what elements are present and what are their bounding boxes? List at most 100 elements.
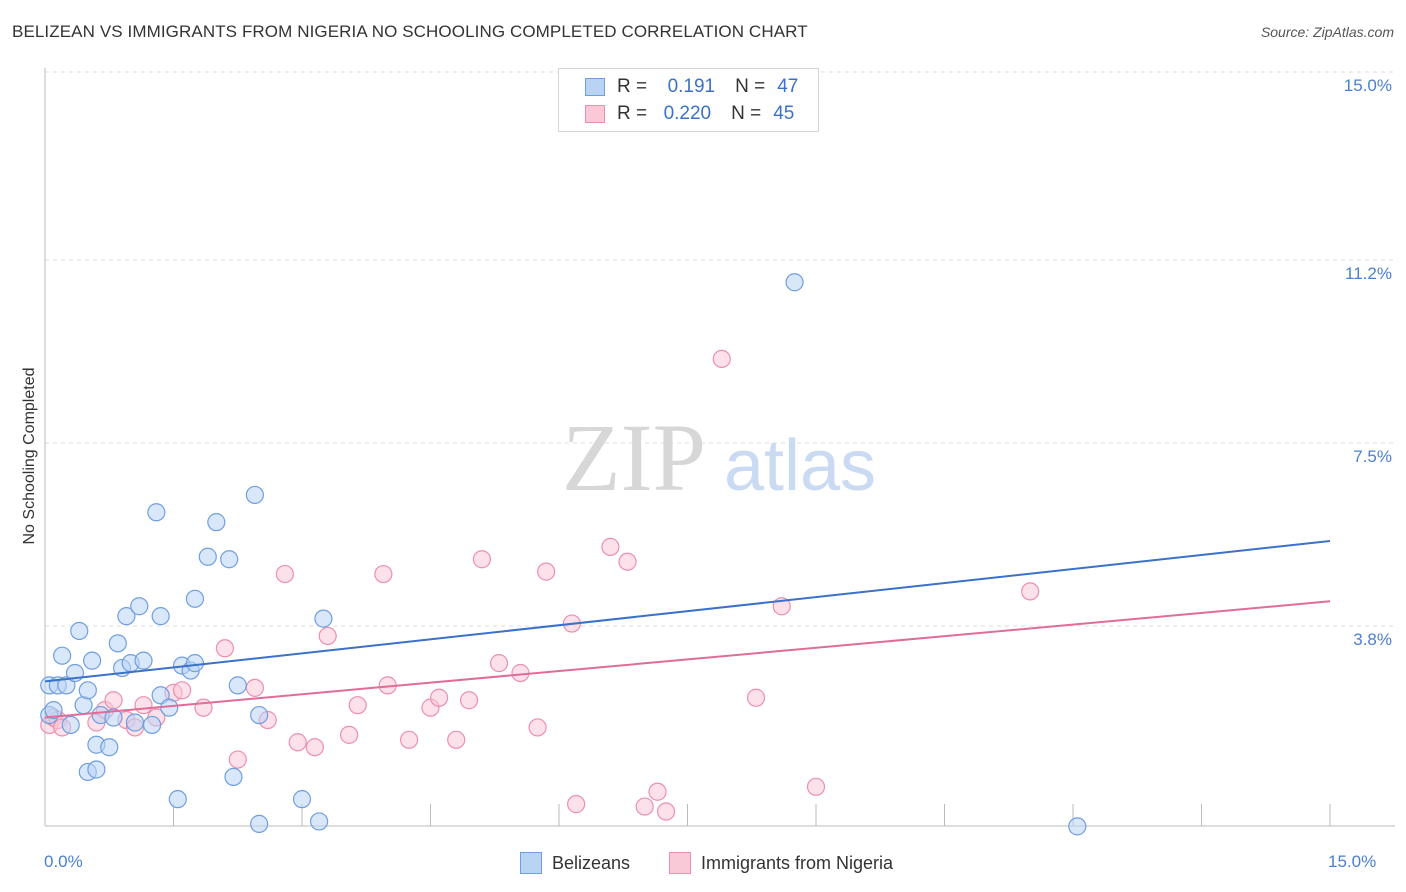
- nigeria-point: [601, 537, 620, 556]
- nigeria-point: [305, 738, 324, 757]
- nigeria-point: [288, 733, 307, 752]
- nigeria-point: [275, 564, 294, 584]
- bottom-legend-belizean: Belizeans: [520, 852, 630, 874]
- nigeria-point: [228, 750, 247, 769]
- nigeria-point: [245, 678, 264, 697]
- belizean-point: [117, 607, 136, 626]
- legend: R = 0.191 N = 47 R = 0.220 N = 45: [558, 68, 819, 132]
- nigeria-point: [1021, 582, 1040, 601]
- legend-n-value: 45: [773, 103, 795, 124]
- belizean-point: [310, 812, 329, 831]
- series-belizean-points: [40, 273, 1087, 836]
- belizean-point: [142, 715, 162, 735]
- belizean-point: [44, 701, 63, 720]
- watermark-zip: ZIP: [562, 404, 706, 511]
- trend-lines: [44, 539, 1331, 719]
- nigeria-point: [528, 718, 547, 737]
- nigeria-point: [489, 654, 509, 673]
- nigeria-point: [806, 777, 826, 796]
- nigeria-point: [712, 349, 731, 369]
- belizean-point: [151, 607, 170, 626]
- y-tick-label: 3.8%: [1353, 630, 1392, 650]
- belizean-point: [224, 767, 243, 787]
- nigeria-point: [374, 564, 393, 584]
- x-tick-min: 0.0%: [44, 852, 83, 871]
- legend-r-value: 0.191: [667, 76, 716, 97]
- nigeria-point: [340, 725, 359, 744]
- nigeria-point: [104, 691, 123, 710]
- belizean-point: [250, 705, 269, 725]
- legend-n-label: N =: [735, 76, 766, 97]
- belizean-point: [151, 686, 170, 705]
- source-label: Source: ZipAtlas.com: [1260, 24, 1394, 40]
- belizean-point: [1068, 817, 1087, 836]
- legend-n-label: N =: [731, 103, 762, 124]
- belizean-point: [70, 621, 89, 641]
- legend-r-value: 0.220: [663, 103, 712, 124]
- belizean-point: [83, 651, 102, 670]
- belizean-point: [130, 597, 149, 616]
- nigeria-point: [447, 730, 466, 749]
- belizean-point: [104, 708, 123, 727]
- nigeria-point: [537, 562, 556, 581]
- belizean-point: [147, 503, 166, 522]
- y-tick-label: 15.0%: [1343, 76, 1392, 95]
- belizean-point: [61, 715, 80, 735]
- nigeria-point: [635, 797, 654, 816]
- belizean-point: [185, 589, 205, 608]
- gridlines: [45, 71, 1395, 627]
- series-nigeria-points: [40, 349, 1040, 821]
- bottom-legend-nigeria: Immigrants from Nigeria: [669, 852, 893, 874]
- belizean-point: [78, 681, 97, 700]
- belizean-swatch: [585, 78, 605, 96]
- belizean-point: [185, 654, 205, 673]
- belizean-legend-swatch: [520, 852, 542, 874]
- axes: [44, 68, 1395, 827]
- belizean-trend-line: [44, 539, 1331, 683]
- legend-n-value: 47: [777, 76, 799, 97]
- chart-title: BELIZEAN VS IMMIGRANTS FROM NIGERIA NO S…: [12, 22, 808, 41]
- belizean-legend-label: Belizeans: [552, 852, 631, 873]
- belizean-point: [134, 651, 153, 670]
- belizean-point: [245, 485, 264, 505]
- nigeria-point: [134, 696, 153, 715]
- nigeria-point: [618, 552, 637, 571]
- nigeria-point: [429, 688, 449, 707]
- nigeria-point: [472, 550, 491, 569]
- belizean-point: [785, 273, 804, 292]
- y-tick-label: 11.2%: [1345, 263, 1392, 283]
- belizean-point: [125, 713, 145, 732]
- belizean-point: [250, 814, 269, 833]
- nigeria-point: [215, 639, 234, 658]
- nigeria-point: [399, 730, 419, 749]
- nigeria-point: [648, 782, 667, 801]
- nigeria-trend-line: [44, 600, 1331, 719]
- watermark-atlas: atlas: [724, 426, 876, 506]
- belizean-point: [87, 760, 106, 779]
- y-tick-label: 7.5%: [1353, 447, 1392, 466]
- nigeria-point: [746, 688, 766, 707]
- legend-row-nigeria: R = 0.220 N = 45: [585, 102, 794, 126]
- belizean-point: [168, 790, 187, 809]
- belizean-point: [220, 550, 239, 569]
- nigeria-point: [459, 691, 479, 710]
- legend-r-label: R =: [617, 76, 648, 97]
- nigeria-legend-swatch: [669, 852, 691, 874]
- legend-r-label: R =: [617, 103, 648, 124]
- nigeria-point: [172, 681, 192, 700]
- belizean-point: [314, 609, 333, 628]
- belizean-point: [57, 676, 76, 695]
- nigeria-point: [567, 795, 586, 814]
- belizean-point: [292, 790, 312, 809]
- nigeria-point: [656, 802, 676, 821]
- legend-row-belizean: R = 0.191 N = 47: [585, 75, 798, 99]
- belizean-point: [100, 738, 119, 757]
- belizean-point: [207, 513, 226, 532]
- nigeria-point: [318, 626, 337, 646]
- nigeria-swatch: [585, 105, 605, 123]
- belizean-point: [198, 547, 217, 566]
- x-tick-max: 15.0%: [1328, 852, 1377, 871]
- belizean-point: [228, 676, 247, 695]
- belizean-point: [53, 646, 72, 665]
